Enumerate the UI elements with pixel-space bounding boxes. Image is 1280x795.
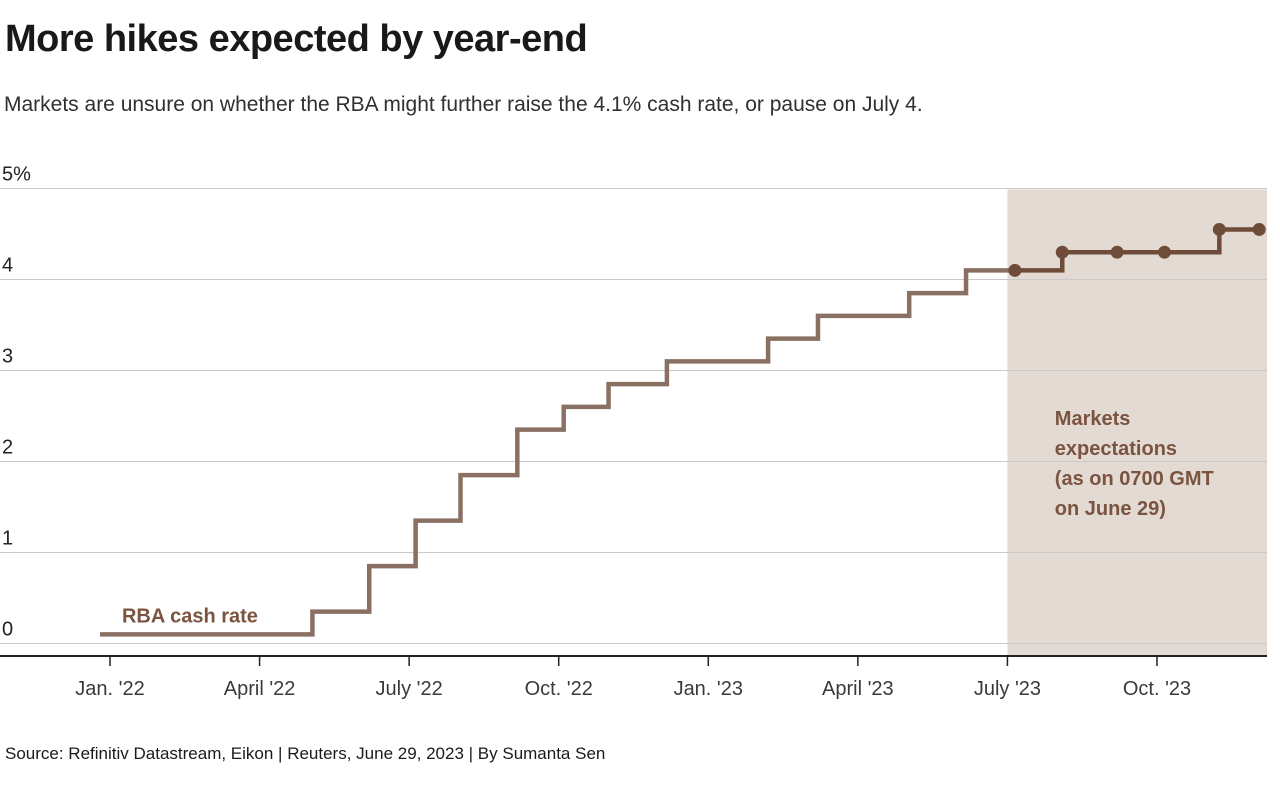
rate-chart: 0 1 2 3 4 5% Jan. '22 April '22 July '22 Oct. '22… xyxy=(0,164,1267,700)
series-line-rba-cash-rate xyxy=(100,268,1015,637)
y-axis-label: 0 xyxy=(2,619,13,641)
x-axis-label: July '23 xyxy=(974,678,1041,700)
x-axis-label: Jan. '22 xyxy=(75,678,144,700)
y-axis-label: 5% xyxy=(2,164,31,186)
x-axis-label: July '22 xyxy=(376,678,443,700)
forecast-shaded-region xyxy=(1007,189,1267,657)
data-point-marker xyxy=(1055,245,1069,259)
rba-cash-rate-label: RBA cash rate xyxy=(122,606,258,628)
chart-title: More hikes expected by year-end xyxy=(5,18,588,60)
chart-subtitle: Markets are unsure on whether the RBA mi… xyxy=(4,92,923,116)
data-point-marker xyxy=(1110,245,1124,259)
y-axis-label: 3 xyxy=(2,346,13,368)
data-point-marker xyxy=(1008,264,1022,278)
markets-expectations-label: Markets expectations (as on 0700 GMT on Jun… xyxy=(1055,408,1214,520)
chart-page: More hikes expected by year-end Markets … xyxy=(0,18,1280,795)
x-axis-label: Jan. '23 xyxy=(674,678,743,700)
source-line: Source: Refinitiv Datastream, Eikon | Re… xyxy=(5,744,606,764)
data-point-marker xyxy=(1212,223,1226,237)
y-axis-label: 4 xyxy=(2,255,13,277)
x-axis-label: Oct. '23 xyxy=(1123,678,1191,700)
y-axis-label: 2 xyxy=(2,437,13,459)
y-axis-label: 1 xyxy=(2,528,13,550)
x-axis-label: April '22 xyxy=(224,678,296,700)
data-point-marker xyxy=(1252,223,1266,237)
data-point-marker xyxy=(1157,245,1171,259)
x-axis-label: April '23 xyxy=(822,678,894,700)
x-axis-label: Oct. '22 xyxy=(525,678,593,700)
